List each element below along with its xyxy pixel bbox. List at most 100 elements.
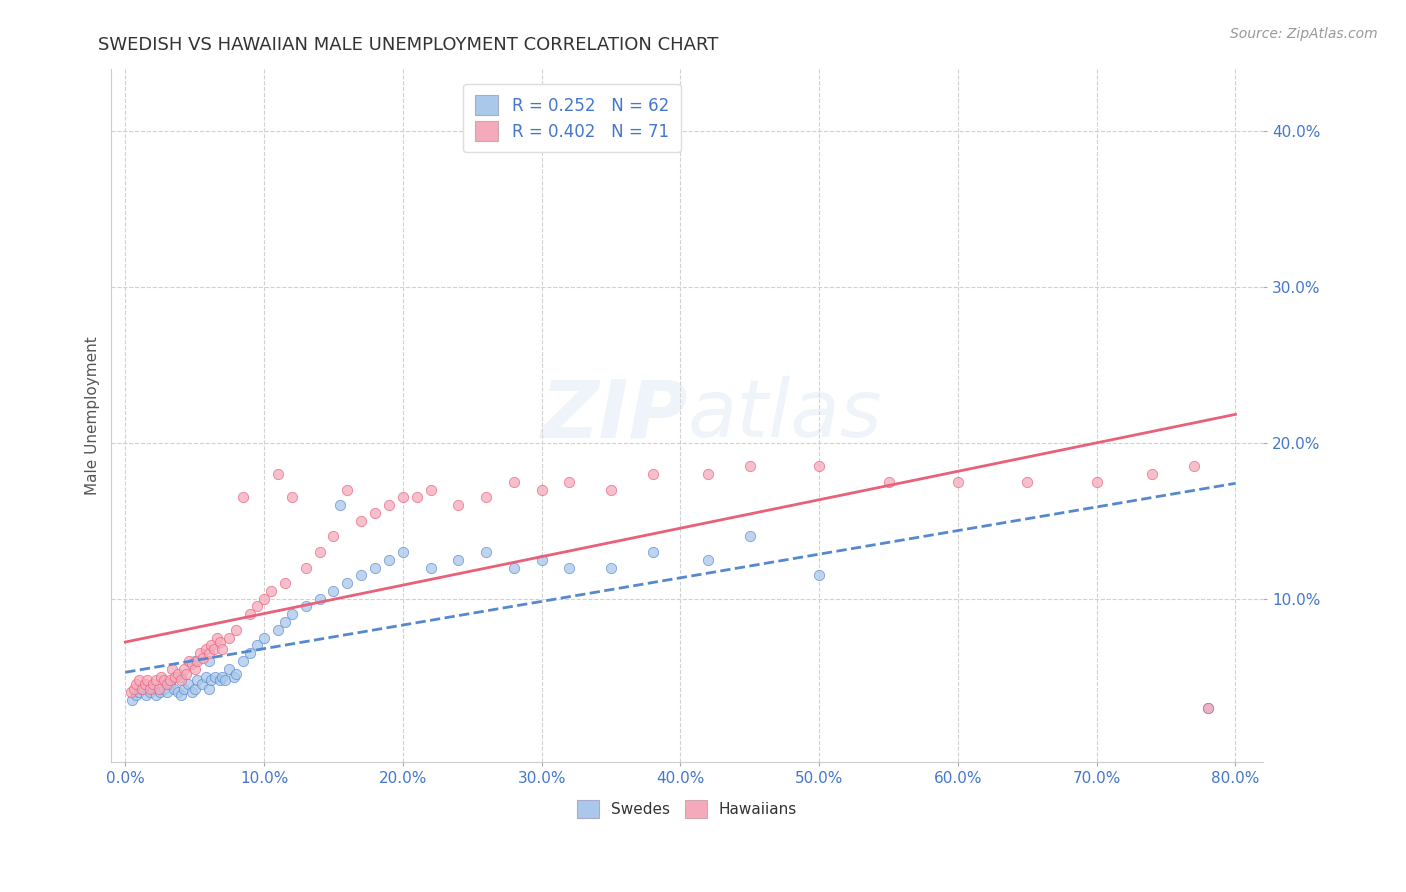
Point bbox=[239, 607, 262, 622]
Point bbox=[946, 475, 969, 489]
Point bbox=[159, 677, 181, 691]
Point bbox=[170, 689, 193, 703]
Point bbox=[170, 673, 193, 687]
Point bbox=[350, 568, 373, 582]
Point bbox=[194, 641, 217, 656]
Point bbox=[738, 459, 761, 474]
Point bbox=[200, 639, 222, 653]
Point bbox=[170, 670, 193, 684]
Point bbox=[183, 682, 205, 697]
Point bbox=[308, 591, 330, 606]
Text: atlas: atlas bbox=[688, 376, 882, 455]
Point bbox=[218, 631, 240, 645]
Text: SWEDISH VS HAWAIIAN MALE UNEMPLOYMENT CORRELATION CHART: SWEDISH VS HAWAIIAN MALE UNEMPLOYMENT CO… bbox=[98, 36, 718, 54]
Point bbox=[329, 498, 352, 512]
Point bbox=[162, 662, 184, 676]
Point bbox=[322, 583, 344, 598]
Point bbox=[149, 685, 172, 699]
Point bbox=[274, 615, 297, 629]
Point bbox=[378, 498, 401, 512]
Point bbox=[186, 673, 208, 687]
Point bbox=[281, 607, 304, 622]
Point bbox=[558, 560, 581, 574]
Point bbox=[183, 654, 205, 668]
Point bbox=[322, 529, 344, 543]
Point bbox=[232, 491, 254, 505]
Point bbox=[128, 685, 150, 699]
Point bbox=[267, 467, 290, 481]
Point bbox=[194, 670, 217, 684]
Point bbox=[281, 491, 304, 505]
Point bbox=[186, 654, 208, 668]
Point bbox=[1085, 475, 1108, 489]
Point bbox=[204, 670, 226, 684]
Point bbox=[142, 677, 165, 691]
Point bbox=[159, 673, 181, 687]
Point bbox=[208, 635, 231, 649]
Point bbox=[128, 673, 150, 687]
Point bbox=[392, 545, 415, 559]
Point bbox=[225, 623, 247, 637]
Point bbox=[294, 599, 316, 614]
Point bbox=[200, 673, 222, 687]
Point bbox=[738, 529, 761, 543]
Point bbox=[125, 677, 148, 691]
Point bbox=[218, 662, 240, 676]
Point bbox=[246, 599, 269, 614]
Point bbox=[179, 654, 201, 668]
Point bbox=[475, 491, 498, 505]
Point bbox=[153, 682, 176, 697]
Point bbox=[125, 689, 148, 703]
Point bbox=[173, 682, 195, 697]
Point bbox=[1140, 467, 1163, 481]
Point bbox=[260, 583, 283, 598]
Point bbox=[274, 576, 297, 591]
Point bbox=[197, 682, 219, 697]
Point bbox=[150, 670, 173, 684]
Point bbox=[122, 682, 145, 697]
Point bbox=[156, 685, 179, 699]
Point bbox=[1197, 701, 1219, 715]
Point bbox=[156, 677, 179, 691]
Point bbox=[211, 641, 233, 656]
Point bbox=[447, 498, 470, 512]
Point bbox=[121, 693, 143, 707]
Point bbox=[419, 483, 441, 497]
Point bbox=[188, 646, 211, 660]
Point bbox=[253, 631, 276, 645]
Point bbox=[1182, 459, 1205, 474]
Point bbox=[197, 654, 219, 668]
Point bbox=[530, 483, 553, 497]
Point bbox=[208, 673, 231, 687]
Point bbox=[641, 545, 664, 559]
Point bbox=[336, 483, 359, 497]
Point bbox=[180, 685, 202, 699]
Point bbox=[134, 677, 156, 691]
Point bbox=[475, 545, 498, 559]
Point bbox=[153, 673, 176, 687]
Point bbox=[180, 657, 202, 672]
Point bbox=[225, 666, 247, 681]
Point bbox=[447, 552, 470, 566]
Point bbox=[148, 682, 170, 697]
Point bbox=[211, 670, 233, 684]
Point bbox=[167, 666, 190, 681]
Point bbox=[183, 662, 205, 676]
Point bbox=[600, 560, 623, 574]
Point bbox=[246, 639, 269, 653]
Point bbox=[176, 666, 198, 681]
Point bbox=[558, 475, 581, 489]
Point bbox=[405, 491, 427, 505]
Point bbox=[145, 673, 167, 687]
Point bbox=[600, 483, 623, 497]
Y-axis label: Male Unemployment: Male Unemployment bbox=[86, 336, 100, 495]
Point bbox=[350, 514, 373, 528]
Point bbox=[145, 689, 167, 703]
Point bbox=[214, 673, 236, 687]
Point bbox=[177, 677, 200, 691]
Point bbox=[336, 576, 359, 591]
Point bbox=[267, 623, 290, 637]
Point bbox=[163, 682, 186, 697]
Point bbox=[202, 641, 225, 656]
Point bbox=[232, 654, 254, 668]
